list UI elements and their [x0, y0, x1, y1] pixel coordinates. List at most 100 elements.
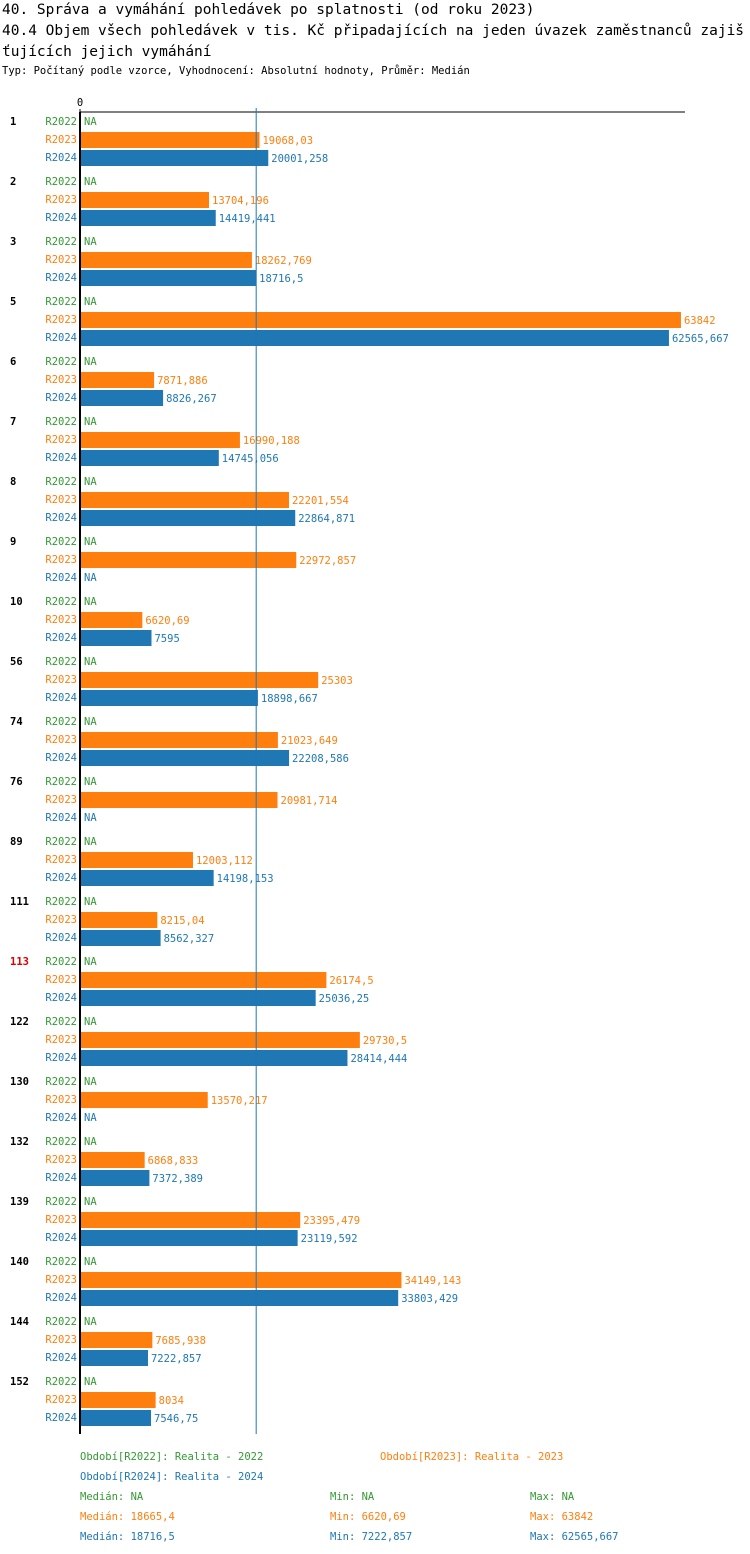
- value-label: 20981,714: [281, 795, 338, 807]
- value-label: NA: [84, 776, 97, 788]
- series-label: R2022: [45, 1016, 77, 1028]
- category-label: 8: [10, 476, 16, 488]
- series-label: R2023: [45, 614, 77, 626]
- series-label: R2023: [45, 134, 77, 146]
- series-label: R2024: [45, 452, 77, 464]
- value-label: NA: [84, 716, 97, 728]
- value-label: 16990,188: [243, 435, 300, 447]
- series-label: R2023: [45, 674, 77, 686]
- bar: [80, 1032, 360, 1048]
- value-label: 33803,429: [401, 1293, 458, 1305]
- header: 40. Správa a vymáhání pohledávek po spla…: [2, 0, 748, 79]
- stat-median: Medián: 18716,5: [80, 1531, 175, 1543]
- value-label: 22201,554: [292, 495, 349, 507]
- bar: [80, 492, 289, 508]
- series-label: R2024: [45, 272, 77, 284]
- value-label: NA: [84, 1196, 97, 1208]
- series-label: R2023: [45, 1394, 77, 1406]
- bar: [80, 312, 681, 328]
- category-label: 130: [10, 1076, 29, 1088]
- value-label: 29730,5: [363, 1035, 407, 1047]
- bar: [80, 372, 155, 388]
- series-label: R2024: [45, 1352, 77, 1364]
- value-label: 7546,75: [154, 1413, 198, 1425]
- series-label: R2024: [45, 1232, 77, 1244]
- bar: [80, 930, 161, 946]
- series-label: R2024: [45, 212, 77, 224]
- category-label: 144: [10, 1316, 29, 1328]
- stat-min: Min: NA: [330, 1491, 375, 1503]
- x-tick-label: 0: [77, 97, 83, 109]
- series-label: R2022: [45, 956, 77, 968]
- value-label: 23395,479: [303, 1215, 360, 1227]
- bar: [80, 870, 214, 886]
- value-label: 13704,196: [212, 195, 269, 207]
- bar: [80, 750, 290, 766]
- value-label: 25036,25: [319, 993, 370, 1005]
- bar: [80, 1092, 208, 1108]
- series-label: R2024: [45, 1052, 77, 1064]
- value-label: NA: [84, 812, 97, 824]
- series-label: R2022: [45, 596, 77, 608]
- stat-max: Max: 62565,667: [530, 1531, 619, 1543]
- category-label: 6: [10, 356, 16, 368]
- value-label: NA: [84, 836, 97, 848]
- value-label: 14419,441: [219, 213, 276, 225]
- bar: [80, 972, 327, 988]
- value-label: 62565,667: [672, 333, 729, 345]
- value-label: 18716,5: [259, 273, 303, 285]
- category-label: 113: [10, 956, 29, 968]
- stat-max: Max: 63842: [530, 1511, 593, 1523]
- category-label: 10: [10, 596, 23, 608]
- value-label: NA: [84, 116, 97, 128]
- bar: [80, 150, 269, 166]
- series-label: R2024: [45, 152, 77, 164]
- value-label: NA: [84, 1136, 97, 1148]
- value-label: 18898,667: [261, 693, 318, 705]
- series-label: R2023: [45, 254, 77, 266]
- series-label: R2022: [45, 236, 77, 248]
- value-label: NA: [84, 896, 97, 908]
- category-label: 9: [10, 536, 16, 548]
- bar: [80, 1170, 150, 1186]
- legend-entry: Období[R2022]: Realita - 2022: [80, 1451, 263, 1463]
- series-label: R2023: [45, 1214, 77, 1226]
- series-label: R2022: [45, 836, 77, 848]
- value-label: 6620,69: [145, 615, 189, 627]
- series-label: R2023: [45, 374, 77, 386]
- category-label: 132: [10, 1136, 29, 1148]
- series-label: R2022: [45, 1256, 77, 1268]
- value-label: 12003,112: [196, 855, 253, 867]
- bar: [80, 1230, 298, 1246]
- series-label: R2024: [45, 392, 77, 404]
- bar: [80, 732, 278, 748]
- series-label: R2024: [45, 992, 77, 1004]
- value-label: 22208,586: [292, 753, 349, 765]
- series-label: R2024: [45, 1412, 77, 1424]
- value-label: NA: [84, 296, 97, 308]
- value-label: 6868,833: [148, 1155, 199, 1167]
- bar: [80, 1332, 153, 1348]
- series-label: R2023: [45, 194, 77, 206]
- series-label: R2022: [45, 176, 77, 188]
- value-label: NA: [84, 476, 97, 488]
- value-label: 21023,649: [281, 735, 338, 747]
- value-label: 19068,03: [262, 135, 313, 147]
- bar: [80, 1050, 348, 1066]
- bar: [80, 210, 216, 226]
- value-label: NA: [84, 356, 97, 368]
- series-label: R2024: [45, 1172, 77, 1184]
- bar: [80, 1212, 301, 1228]
- value-label: 7871,886: [157, 375, 208, 387]
- chart-description: Typ: Počítaný podle vzorce, Vyhodnocení:…: [2, 65, 470, 77]
- chart-subtitle: 40.4 Objem všech pohledávek v tis. Kč př…: [2, 23, 745, 60]
- bar: [80, 192, 210, 208]
- series-label: R2024: [45, 692, 77, 704]
- value-label: 7222,857: [151, 1353, 202, 1365]
- bar: [80, 792, 278, 808]
- series-label: R2023: [45, 1094, 77, 1106]
- value-label: NA: [84, 416, 97, 428]
- series-label: R2023: [45, 554, 77, 566]
- stat-max: Max: NA: [530, 1491, 575, 1503]
- stat-min: Min: 6620,69: [330, 1511, 406, 1523]
